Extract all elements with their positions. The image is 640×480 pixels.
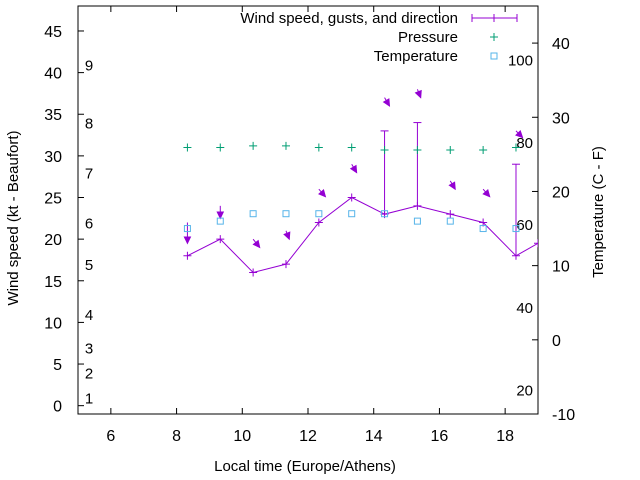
y-tick-label: 0 (53, 399, 62, 416)
pressure-point (511, 143, 520, 152)
x-tick-label: 12 (299, 428, 317, 445)
pressure-point (216, 143, 225, 152)
y2-tick-label: 0 (552, 333, 561, 350)
temperature-point (479, 225, 487, 233)
legend-label: Temperature (374, 48, 458, 65)
wind-direction-arrowhead (183, 236, 192, 245)
y-tick-label: 20 (44, 232, 62, 249)
beaufort-label: 3 (85, 340, 93, 357)
fahrenheit-label: 80 (516, 135, 533, 152)
fahrenheit-label: 40 (516, 300, 533, 317)
pressure-point (249, 141, 258, 150)
y-tick-label: 40 (44, 66, 62, 83)
temperature-point (413, 217, 421, 225)
pressure-point (281, 141, 290, 150)
wind-direction-arrowhead (283, 231, 291, 241)
beaufort-label: 2 (85, 365, 93, 382)
beaufort-label: 6 (85, 215, 93, 232)
series-layer (183, 89, 538, 277)
wind-speed-point (534, 239, 538, 248)
wind-direction-arrowhead (414, 89, 422, 99)
wind-direction-arrowhead (216, 211, 225, 220)
wind-speed-point (347, 193, 356, 202)
legend-swatch-temperature (490, 52, 498, 60)
temperature-point (446, 217, 454, 225)
legend-swatch-wind-marks (471, 14, 518, 22)
x-tick-label: 8 (172, 428, 181, 445)
beaufort-label: 5 (85, 257, 93, 274)
legend-label: Pressure (398, 29, 458, 46)
wind-speed-point (216, 235, 225, 244)
wind-direction-arrowhead (482, 189, 491, 198)
pressure-point (347, 143, 356, 152)
fahrenheit-label: 100 (508, 52, 533, 69)
pressure-point (183, 143, 192, 152)
y2-tick-label: 20 (552, 184, 570, 201)
y-tick-label: 30 (44, 149, 62, 166)
x-axis-title: Local time (Europe/Athens) (214, 458, 396, 475)
series-clip-group (183, 89, 538, 277)
x-tick-label: 6 (106, 428, 115, 445)
wind-speed-point (314, 218, 323, 227)
wind-direction-arrowhead (318, 189, 327, 198)
pressure-point (380, 146, 389, 155)
wind-direction-arrowhead (515, 130, 524, 139)
wind-speed-point (183, 251, 192, 260)
y2-tick-label: 40 (552, 36, 570, 53)
temperature-point (216, 217, 224, 225)
y2-tick-label: -10 (552, 407, 575, 424)
y-tick-label: 35 (44, 107, 62, 124)
y2-tick-label: 10 (552, 259, 570, 276)
y-axis-title: Wind speed (kt - Beaufort) (5, 130, 22, 305)
temperature-point (282, 210, 290, 218)
x-tick-label: 16 (431, 428, 449, 445)
y-tick-label: 25 (44, 191, 62, 208)
y-tick-label: 5 (53, 357, 62, 374)
x-tick-label: 14 (365, 428, 383, 445)
y2-axis-title: Temperature (C - F) (590, 146, 607, 278)
y-tick-label: 15 (44, 274, 62, 291)
pressure-point (314, 143, 323, 152)
beaufort-label: 8 (85, 116, 93, 133)
wind-speed-point (446, 210, 455, 219)
fahrenheit-label: 60 (516, 217, 533, 234)
wind-speed-point (249, 268, 258, 277)
tick-layer: 6 8 10 12 14 16 18051015202530354045-100102030… (44, 6, 575, 445)
plot-area (77, 5, 539, 415)
beaufort-label: 1 (85, 390, 93, 407)
pressure-point (479, 146, 488, 155)
temperature-point (315, 210, 323, 218)
wind-direction-arrowhead (382, 98, 391, 107)
beaufort-label: 9 (85, 57, 93, 74)
temperature-point (249, 210, 257, 218)
pressure-point (413, 146, 422, 155)
beaufort-label: 4 (85, 307, 93, 324)
wind-direction-arrowhead (349, 164, 358, 174)
y-tick-label: 10 (44, 315, 62, 332)
wind-speed-line (187, 196, 538, 274)
temperature-point (381, 210, 389, 218)
plot-frame (77, 5, 539, 415)
pressure-point (446, 146, 455, 155)
wind-speed-point (281, 260, 290, 269)
beaufort-label: 7 (85, 166, 93, 183)
legend-swatch-pressure (490, 33, 498, 41)
wind-direction-arrowhead (252, 239, 261, 249)
temperature-point (512, 225, 520, 233)
wind-direction-arrowhead (448, 181, 456, 191)
temperature-point (348, 210, 356, 218)
y2-tick-label: 30 (552, 110, 570, 127)
legend-label: Wind speed, gusts, and direction (240, 10, 458, 27)
x-tick-label: 10 (233, 428, 251, 445)
legend: Wind speed, gusts, and direction Pressure… (240, 10, 518, 65)
y-tick-label: 45 (44, 24, 62, 41)
fahrenheit-label: 20 (516, 383, 533, 400)
x-tick-label: 18 (496, 428, 514, 445)
temperature-point (183, 225, 191, 233)
